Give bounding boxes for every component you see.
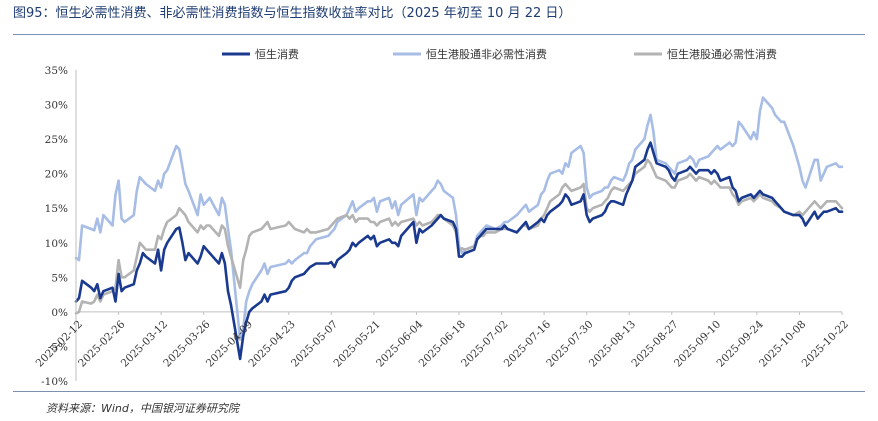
y-tick-label: 5% bbox=[51, 272, 68, 284]
y-tick-label: 30% bbox=[45, 100, 68, 112]
legend-label-2: 恒生港股通必需性消费 bbox=[667, 47, 777, 61]
legend: 恒生消费 恒生港股通非必需性消费 恒生港股通必需性消费 bbox=[222, 47, 777, 61]
y-tick-label: 15% bbox=[45, 203, 68, 215]
legend-label-0: 恒生消费 bbox=[255, 47, 299, 61]
chart-title: 图95：恒生必需性消费、非必需性消费指数与恒生指数收益率对比（2025 年初至 … bbox=[13, 6, 572, 21]
y-tick-label: 10% bbox=[45, 238, 68, 250]
y-tick-label: 25% bbox=[45, 134, 68, 146]
y-axis: 35% 30% 25% 20% 15% 10% 5% 0% -5% -10% bbox=[41, 65, 77, 388]
y-tick-label: 20% bbox=[45, 169, 68, 181]
y-tick-label: -10% bbox=[41, 376, 68, 388]
x-axis: 2025-02-122025-02-262025-03-122025-03-26… bbox=[34, 311, 851, 370]
series-line-0 bbox=[74, 141, 844, 361]
legend-label-1: 恒生港股通非必需性消费 bbox=[426, 47, 547, 61]
series-layer bbox=[74, 96, 844, 361]
y-tick-label: 0% bbox=[51, 307, 68, 319]
series-line-1 bbox=[74, 96, 844, 341]
series-line-2 bbox=[74, 158, 844, 315]
bottom-divider bbox=[13, 391, 865, 392]
source-note: 资料来源：Wind，中国银河证券研究院 bbox=[46, 402, 239, 415]
top-divider bbox=[13, 34, 865, 35]
y-tick-label: -5% bbox=[48, 341, 68, 353]
y-tick-label: 35% bbox=[45, 65, 68, 77]
